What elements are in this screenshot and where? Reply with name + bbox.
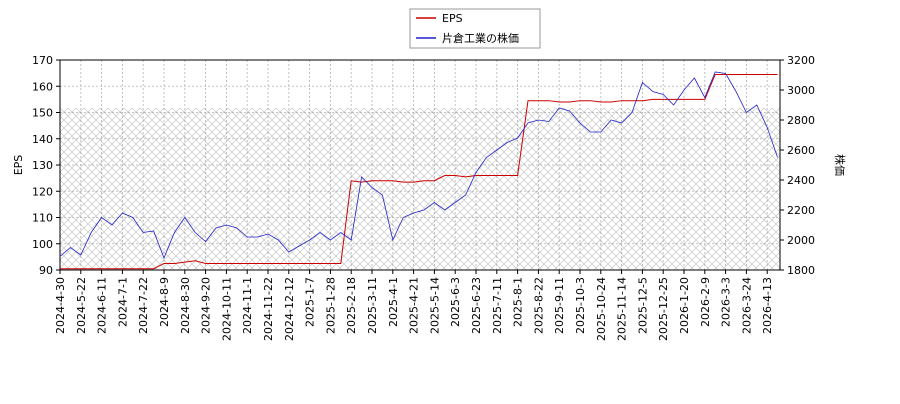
x-tick-label: 2024-6-11 bbox=[96, 277, 109, 334]
x-tick-label: 2024-8-30 bbox=[179, 277, 192, 334]
series-line bbox=[59, 71, 778, 260]
x-tick-label: 2026-3-24 bbox=[740, 277, 753, 334]
x-tick-label: 2025-1-28 bbox=[324, 277, 337, 334]
y-axis-label: EPS bbox=[12, 155, 25, 176]
x-tick-label: 2025-8-22 bbox=[532, 277, 545, 334]
hatched-region bbox=[60, 108, 780, 270]
x-tick-label: 2024-8-9 bbox=[158, 277, 171, 327]
y-tick-label: 110 bbox=[32, 212, 53, 225]
x-tick-label: 2026-2-9 bbox=[699, 277, 712, 327]
x-tick-label: 2025-12-5 bbox=[636, 277, 649, 334]
y-tick-label: 140 bbox=[32, 133, 53, 146]
x-tick-label: 2024-7-1 bbox=[116, 277, 129, 327]
y2-tick-label: 2000 bbox=[787, 234, 815, 247]
x-tick-label: 2025-11-14 bbox=[616, 277, 629, 341]
x-tick-label: 2025-8-1 bbox=[512, 277, 525, 327]
x-tick-label: 2024-12-12 bbox=[283, 277, 296, 341]
series-line bbox=[60, 73, 778, 270]
y2-tick-label: 2200 bbox=[787, 204, 815, 217]
x-tick-label: 2024-4-30 bbox=[54, 277, 67, 334]
x-tick-label: 2025-4-21 bbox=[408, 277, 421, 334]
y-tick-label: 170 bbox=[32, 54, 53, 67]
y2-tick-label: 3200 bbox=[787, 54, 815, 67]
x-tick-label: 2025-4-1 bbox=[387, 277, 400, 327]
y-tick-label: 100 bbox=[32, 238, 53, 251]
x-tick-label: 2025-6-3 bbox=[449, 277, 462, 327]
x-tick-label: 2025-5-14 bbox=[428, 277, 441, 334]
x-tick-label: 2024-11-1 bbox=[241, 277, 254, 334]
x-tick-label: 2025-2-18 bbox=[345, 277, 358, 334]
y-tick-label: 90 bbox=[39, 264, 53, 277]
x-tick-label: 2024-10-11 bbox=[220, 277, 233, 341]
legend-label: 片倉工業の株価 bbox=[442, 31, 519, 45]
legend-label: EPS bbox=[442, 12, 463, 25]
x-tick-label: 2025-12-25 bbox=[657, 277, 670, 341]
y-tick-label: 130 bbox=[32, 159, 53, 172]
x-tick-label: 2024-5-22 bbox=[75, 277, 88, 334]
x-tick-label: 2025-7-11 bbox=[491, 277, 504, 334]
x-tick-label: 2025-10-3 bbox=[574, 277, 587, 334]
y2-tick-label: 3000 bbox=[787, 84, 815, 97]
x-tick-label: 2024-11-22 bbox=[262, 277, 275, 341]
y-tick-label: 150 bbox=[32, 107, 53, 120]
legend bbox=[409, 8, 541, 49]
x-tick-label: 2024-9-20 bbox=[200, 277, 213, 334]
x-tick-label: 2026-4-13 bbox=[761, 277, 774, 334]
y-tick-label: 120 bbox=[32, 185, 53, 198]
y2-axis-label: 株価 bbox=[833, 154, 847, 176]
x-tick-label: 2026-1-20 bbox=[678, 277, 691, 334]
y2-tick-label: 2800 bbox=[787, 114, 815, 127]
x-tick-label: 2026-3-3 bbox=[720, 277, 733, 327]
y-tick-label: 160 bbox=[32, 80, 53, 93]
x-tick-label: 2025-9-11 bbox=[553, 277, 566, 334]
y2-tick-label: 2400 bbox=[787, 174, 815, 187]
x-tick-label: 2025-3-11 bbox=[366, 277, 379, 334]
x-tick-label: 2024-7-22 bbox=[137, 277, 150, 334]
y2-tick-label: 1800 bbox=[787, 264, 815, 277]
x-tick-label: 2025-10-24 bbox=[595, 277, 608, 341]
x-tick-label: 2025-6-23 bbox=[470, 277, 483, 334]
y2-tick-label: 2600 bbox=[787, 144, 815, 157]
x-tick-label: 2025-1-7 bbox=[304, 277, 317, 327]
